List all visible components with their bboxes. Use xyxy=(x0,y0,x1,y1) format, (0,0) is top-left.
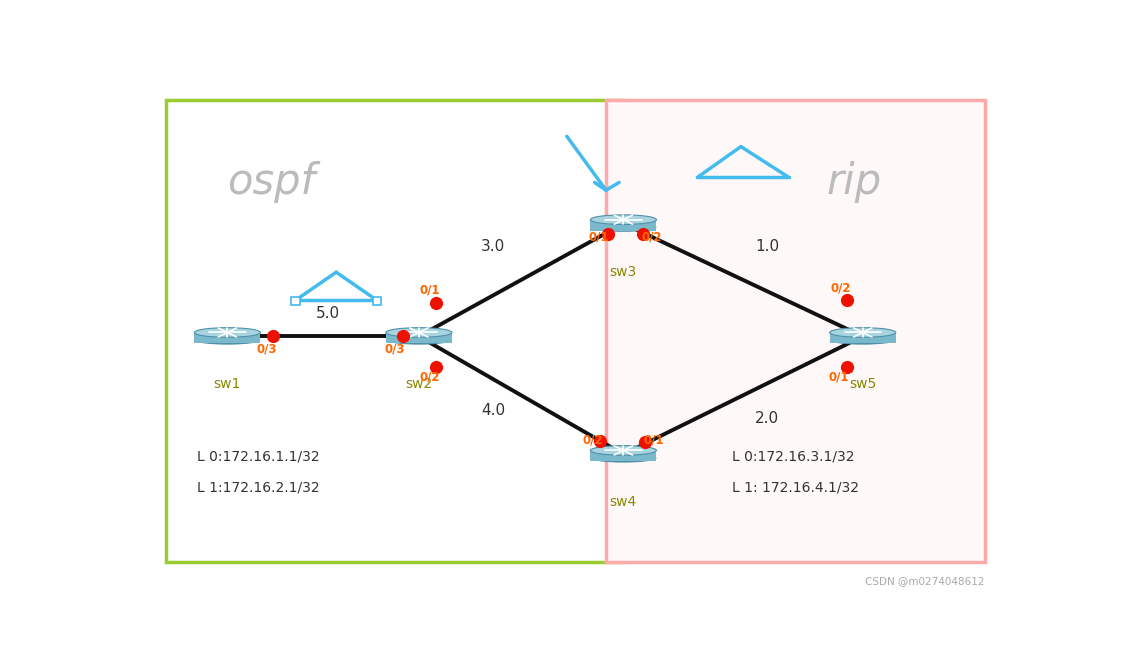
Text: 0/1: 0/1 xyxy=(643,434,664,446)
Text: sw3: sw3 xyxy=(610,264,637,278)
Text: 1.0: 1.0 xyxy=(755,239,779,254)
Text: 5.0: 5.0 xyxy=(316,306,339,321)
Text: 0/3: 0/3 xyxy=(256,342,277,356)
Point xyxy=(427,298,445,308)
Text: L 1: 172.16.4.1/32: L 1: 172.16.4.1/32 xyxy=(732,481,859,495)
Ellipse shape xyxy=(830,328,896,337)
Point xyxy=(838,362,856,372)
Ellipse shape xyxy=(591,454,657,463)
Text: 0/2: 0/2 xyxy=(419,371,439,384)
Text: sw1: sw1 xyxy=(213,378,241,392)
Ellipse shape xyxy=(194,336,261,345)
Text: 4.0: 4.0 xyxy=(481,403,505,418)
Ellipse shape xyxy=(591,446,657,456)
Point xyxy=(599,228,617,239)
Text: ospf: ospf xyxy=(227,161,314,204)
FancyBboxPatch shape xyxy=(591,450,657,462)
Ellipse shape xyxy=(591,223,657,232)
Text: 3.0: 3.0 xyxy=(481,239,505,254)
Text: rip: rip xyxy=(827,161,882,204)
FancyBboxPatch shape xyxy=(386,332,451,344)
Text: L 1:172.16.2.1/32: L 1:172.16.2.1/32 xyxy=(197,481,320,495)
Ellipse shape xyxy=(591,215,657,224)
Point xyxy=(264,331,282,342)
Text: sw4: sw4 xyxy=(610,496,637,509)
Text: 0/2: 0/2 xyxy=(642,230,663,243)
Ellipse shape xyxy=(386,336,451,345)
Point xyxy=(634,228,652,239)
Text: sw2: sw2 xyxy=(405,378,432,392)
Text: 0/2: 0/2 xyxy=(831,281,851,294)
Text: 0/1: 0/1 xyxy=(588,230,610,243)
Text: L 0:172.16.1.1/32: L 0:172.16.1.1/32 xyxy=(197,450,320,464)
FancyBboxPatch shape xyxy=(830,332,896,344)
Text: 0/1: 0/1 xyxy=(419,284,439,296)
Text: 0/3: 0/3 xyxy=(384,342,404,356)
Text: L 0:172.16.3.1/32: L 0:172.16.3.1/32 xyxy=(732,450,855,464)
Ellipse shape xyxy=(386,328,451,337)
Point xyxy=(427,362,445,372)
Bar xyxy=(291,297,300,304)
Bar xyxy=(373,297,382,304)
FancyBboxPatch shape xyxy=(606,101,985,562)
Point xyxy=(838,295,856,306)
Text: sw5: sw5 xyxy=(849,378,876,392)
FancyBboxPatch shape xyxy=(166,101,623,562)
Point xyxy=(591,436,609,447)
Ellipse shape xyxy=(830,336,896,345)
Text: 0/2: 0/2 xyxy=(583,434,603,446)
Text: CSDN @m0274048612: CSDN @m0274048612 xyxy=(865,577,985,587)
Point xyxy=(636,437,654,448)
Text: 2.0: 2.0 xyxy=(755,411,779,426)
FancyBboxPatch shape xyxy=(194,332,261,344)
Ellipse shape xyxy=(194,328,261,337)
Text: 0/1: 0/1 xyxy=(828,371,849,384)
Point xyxy=(394,331,412,342)
FancyBboxPatch shape xyxy=(591,219,657,230)
